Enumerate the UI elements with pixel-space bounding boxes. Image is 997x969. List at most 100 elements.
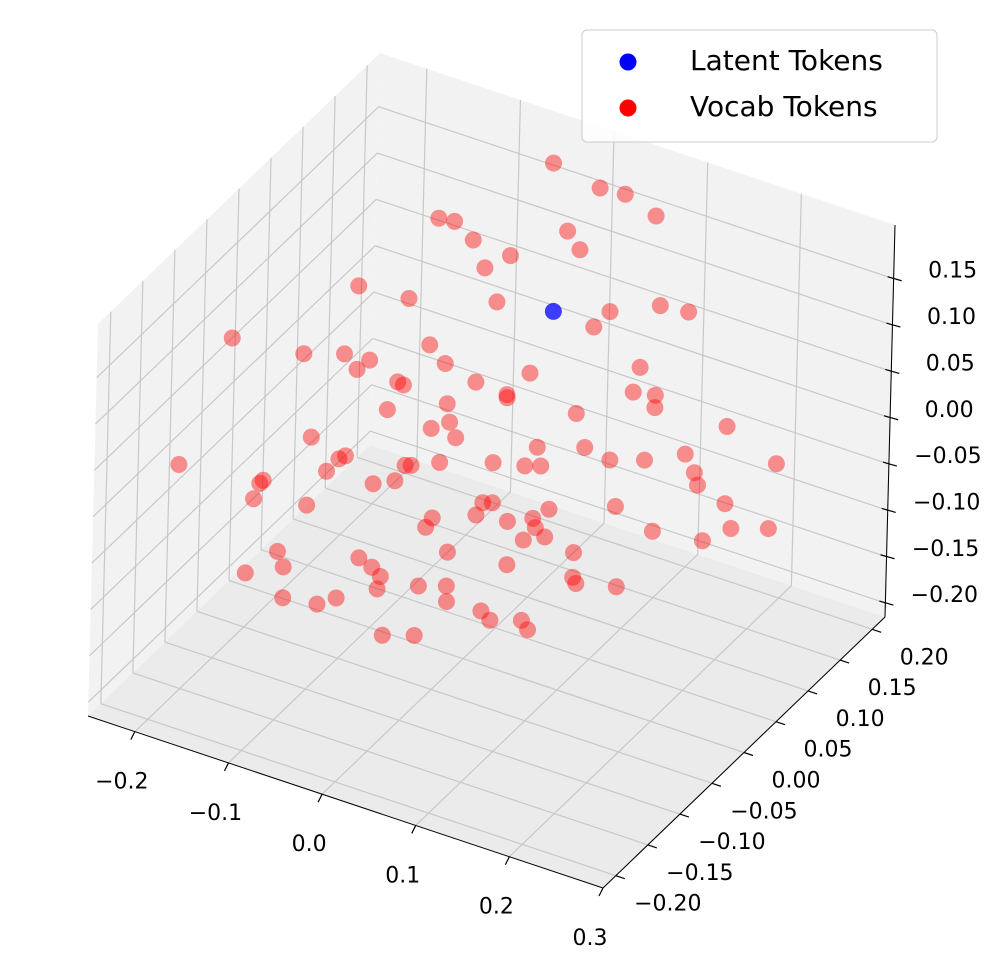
z-tick — [880, 554, 895, 560]
point — [571, 241, 589, 259]
point — [378, 401, 396, 419]
point — [514, 531, 532, 549]
z-tick — [882, 461, 898, 467]
point — [516, 457, 534, 475]
panes — [88, 53, 895, 888]
point — [498, 389, 516, 407]
point — [476, 259, 494, 277]
legend-label: Latent Tokens — [690, 44, 883, 77]
point — [631, 358, 649, 376]
grid-line — [374, 245, 891, 419]
z-tick — [887, 276, 902, 282]
point — [540, 500, 558, 518]
z-tick — [879, 600, 894, 606]
point — [308, 595, 326, 613]
grid-line — [260, 157, 272, 550]
point — [498, 512, 516, 530]
grid-line — [90, 337, 374, 610]
point — [295, 345, 313, 363]
z-tick — [883, 415, 899, 421]
x-axis-line — [87, 715, 604, 889]
point — [601, 451, 619, 469]
point — [524, 509, 542, 527]
point — [685, 464, 703, 482]
point — [498, 556, 516, 574]
point — [417, 518, 435, 536]
point — [350, 549, 368, 567]
y-tick — [839, 659, 850, 664]
point — [521, 364, 539, 382]
grid-line — [377, 152, 893, 326]
z-tick-label: 0.00 — [925, 398, 974, 423]
z-tick-label: −0.10 — [913, 490, 980, 515]
point — [585, 318, 603, 336]
point — [464, 231, 482, 249]
grid-line — [603, 131, 615, 524]
grid-line — [95, 152, 378, 425]
point — [363, 558, 381, 576]
point — [394, 376, 412, 394]
point — [576, 439, 594, 457]
y-tick-label: 0.10 — [836, 707, 885, 732]
legend-box — [581, 29, 938, 143]
x-tick-label: −0.1 — [189, 801, 242, 826]
z-axis-line — [884, 224, 896, 618]
y-tick-label: 0.00 — [772, 769, 821, 794]
grid-line — [356, 65, 368, 458]
point — [330, 450, 348, 468]
point — [274, 589, 292, 607]
x-tick — [598, 887, 604, 897]
point — [601, 303, 619, 321]
point — [371, 567, 389, 585]
y-tick-label: 0.15 — [868, 676, 917, 701]
point — [405, 626, 423, 644]
grid-line — [96, 106, 380, 379]
z-tick-label: 0.05 — [926, 351, 975, 376]
z-tick-label: 0.10 — [927, 305, 976, 330]
y-tick — [743, 751, 754, 757]
point — [565, 544, 583, 562]
point — [647, 207, 665, 225]
grid-line — [196, 610, 713, 784]
z-tick-label: −0.05 — [914, 444, 981, 469]
point — [438, 395, 456, 413]
x-tick-label: 0.3 — [573, 926, 608, 951]
point — [223, 329, 241, 347]
point — [545, 154, 563, 172]
grid-line — [370, 430, 886, 604]
point — [544, 302, 562, 320]
x-tick-label: 0.1 — [385, 863, 420, 888]
point — [606, 497, 624, 515]
point — [245, 490, 263, 508]
point — [536, 528, 554, 546]
point — [437, 593, 455, 611]
point — [676, 445, 694, 463]
grid-line — [132, 672, 649, 846]
point — [467, 506, 485, 524]
z-tick-label: −0.20 — [911, 583, 978, 608]
point — [441, 413, 459, 431]
grid-line — [87, 430, 371, 703]
point — [389, 373, 407, 391]
point — [564, 568, 582, 586]
point — [498, 386, 516, 404]
point — [512, 611, 530, 629]
grid-line — [324, 487, 841, 661]
point — [348, 360, 366, 378]
point — [317, 462, 335, 480]
y-tick — [647, 844, 658, 849]
legend-marker — [619, 53, 637, 71]
x-tick-label: −0.2 — [95, 770, 148, 795]
grid-line — [260, 549, 777, 723]
grid-line — [790, 193, 802, 586]
grid-line — [196, 219, 208, 612]
point — [467, 373, 485, 391]
point — [472, 602, 490, 620]
point — [422, 419, 440, 437]
point — [722, 519, 740, 537]
z-tick — [881, 507, 896, 514]
grid-line — [324, 96, 336, 489]
y-tick — [711, 782, 722, 787]
point — [447, 429, 465, 447]
point — [364, 475, 382, 493]
